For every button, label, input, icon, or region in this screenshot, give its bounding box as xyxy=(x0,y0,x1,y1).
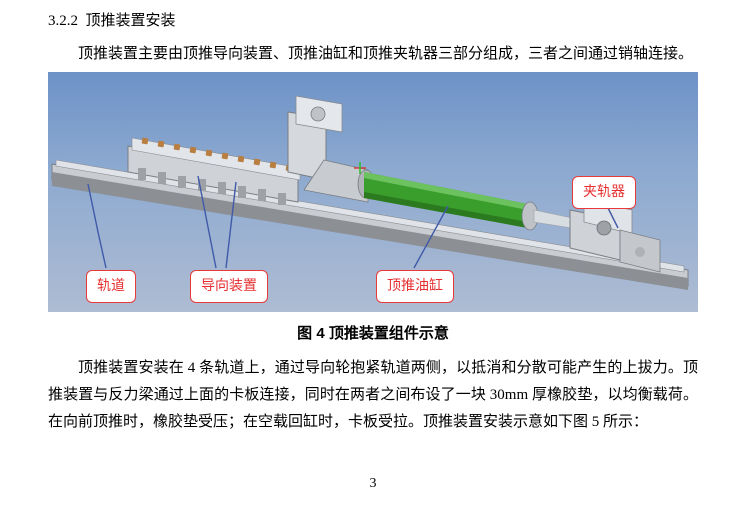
callout-rail-text: 轨道 xyxy=(97,279,125,294)
paragraph-2: 顶推装置安装在 4 条轨道上，通过导向轮抱紧轨道两侧，以抵消和分散可能产生的上拔… xyxy=(48,355,698,436)
callout-clamp: 夹轨器 xyxy=(572,176,636,209)
section-heading: 3.2.2 顶推装置安装 xyxy=(48,8,698,35)
page-number: 3 xyxy=(0,471,746,496)
figure-4: 轨道 导向装置 顶推油缸 夹轨器 xyxy=(48,72,698,312)
figure-caption: 图 4 顶推装置组件示意 xyxy=(48,320,698,347)
section-title: 顶推装置安装 xyxy=(86,13,176,29)
callout-clamp-text: 夹轨器 xyxy=(583,185,625,200)
callout-cylinder-text: 顶推油缸 xyxy=(387,279,443,294)
callout-guide: 导向装置 xyxy=(190,270,268,303)
card-plate xyxy=(288,96,368,202)
section-number: 3.2.2 xyxy=(48,13,78,29)
paragraph-1: 顶推装置主要由顶推导向装置、顶推油缸和顶推夹轨器三部分组成，三者之间通过销轴连接… xyxy=(48,41,698,68)
callout-rail: 轨道 xyxy=(86,270,136,303)
callout-cylinder: 顶推油缸 xyxy=(376,270,454,303)
callout-guide-text: 导向装置 xyxy=(201,279,257,294)
